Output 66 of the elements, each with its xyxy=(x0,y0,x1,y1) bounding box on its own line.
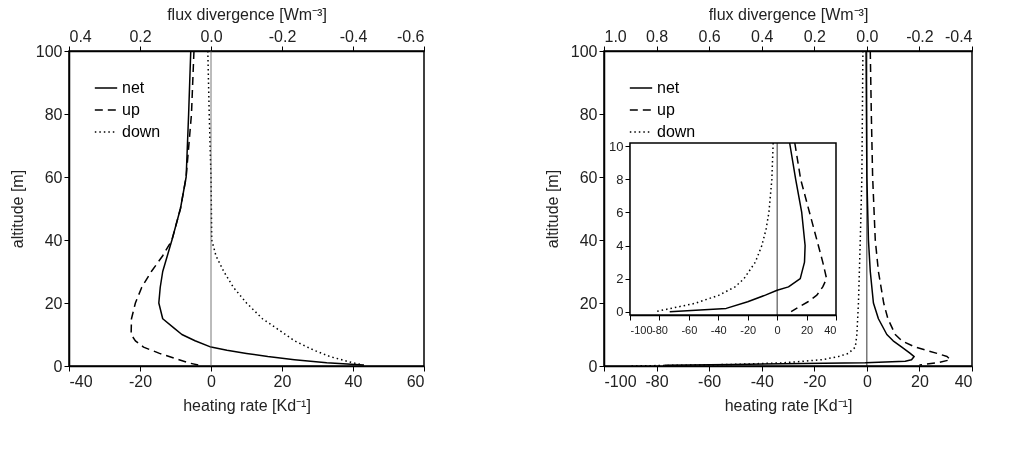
x2-tick-label: -0.4 xyxy=(339,27,368,45)
legend-label: down xyxy=(122,123,161,140)
y-tick-label: 20 xyxy=(44,294,63,312)
x2-tick-label: -0.2 xyxy=(268,27,297,45)
y-tick-label: 0 xyxy=(588,357,598,375)
y-tick-label: 4 xyxy=(616,238,624,254)
x2-tick-label: -0.2 xyxy=(906,27,934,45)
x-tick-label: -100 xyxy=(604,372,637,390)
y-tick-label: 60 xyxy=(579,168,598,186)
x-tick-label: 20 xyxy=(911,372,929,390)
x2-tick-label: -0.4 xyxy=(944,27,973,45)
y-axis-title: altitude [m] xyxy=(543,169,561,249)
legend-label: up xyxy=(122,101,140,118)
y-axis-title: altitude [m] xyxy=(8,169,26,249)
x2-tick-label: 0.2 xyxy=(129,27,152,45)
x-tick-label: -100 xyxy=(630,323,653,336)
y-tick-label: 6 xyxy=(616,204,624,220)
x2-tick-label: 0.2 xyxy=(803,27,826,45)
x-tick-label: 0 xyxy=(207,372,217,390)
y-tick-label: 8 xyxy=(616,171,624,187)
y-tick-label: 60 xyxy=(44,168,63,186)
x-tick-label: 40 xyxy=(824,323,837,336)
x-tick-label: -80 xyxy=(651,323,668,336)
x-tick-label: 40 xyxy=(954,372,973,390)
x2-axis-title: flux divergence [Wm⁻³] xyxy=(167,5,327,23)
legend-label: net xyxy=(657,79,680,96)
y-tick-label: 10 xyxy=(609,138,624,154)
x-tick-label: -20 xyxy=(803,372,827,390)
legend-label: up xyxy=(657,101,675,118)
x-tick-label: 40 xyxy=(344,372,363,390)
x-tick-label: -80 xyxy=(645,372,669,390)
y-tick-label: 0 xyxy=(53,357,63,375)
x-tick-label: -40 xyxy=(710,323,727,336)
x-tick-label: -20 xyxy=(128,372,153,390)
x2-tick-label: 0.6 xyxy=(698,27,721,45)
x2-tick-label: 0.4 xyxy=(751,27,774,45)
x2-tick-label: 0.0 xyxy=(856,27,879,45)
y-tick-label: 40 xyxy=(44,231,63,249)
x-tick-label: 20 xyxy=(273,372,292,390)
y-tick-label: 2 xyxy=(616,271,624,287)
y-tick-label: 80 xyxy=(579,105,598,123)
y-tick-label: 0 xyxy=(616,304,624,320)
legend-label: down xyxy=(657,123,696,140)
x-tick-label: -60 xyxy=(698,372,722,390)
y-tick-label: 20 xyxy=(579,294,598,312)
y-tick-label: 40 xyxy=(579,231,598,249)
x2-tick-label: -0.6 xyxy=(396,27,425,45)
y-tick-label: 100 xyxy=(570,42,598,60)
x-tick-label: 0 xyxy=(774,323,781,336)
x-tick-label: -40 xyxy=(750,372,774,390)
x-axis-title: heating rate [Kd⁻¹] xyxy=(183,396,311,414)
x2-tick-label: 0.8 xyxy=(645,27,669,45)
x-tick-label: -40 xyxy=(69,372,93,390)
y-tick-label: 100 xyxy=(35,42,63,60)
x2-axis-title: flux divergence [Wm⁻³] xyxy=(708,5,869,23)
x2-tick-label: 1.0 xyxy=(604,27,627,45)
legend-label: net xyxy=(122,79,145,96)
x-tick-label: 60 xyxy=(406,372,425,390)
x-tick-label: 0 xyxy=(862,372,872,390)
x-tick-label: -20 xyxy=(740,323,757,336)
x2-tick-label: 0.0 xyxy=(200,27,223,45)
y-tick-label: 80 xyxy=(44,105,63,123)
x2-tick-label: 0.4 xyxy=(69,27,92,45)
x-axis-title: heating rate [Kd⁻¹] xyxy=(724,396,853,414)
x-tick-label: -60 xyxy=(681,323,698,336)
x-tick-label: 20 xyxy=(800,323,814,336)
